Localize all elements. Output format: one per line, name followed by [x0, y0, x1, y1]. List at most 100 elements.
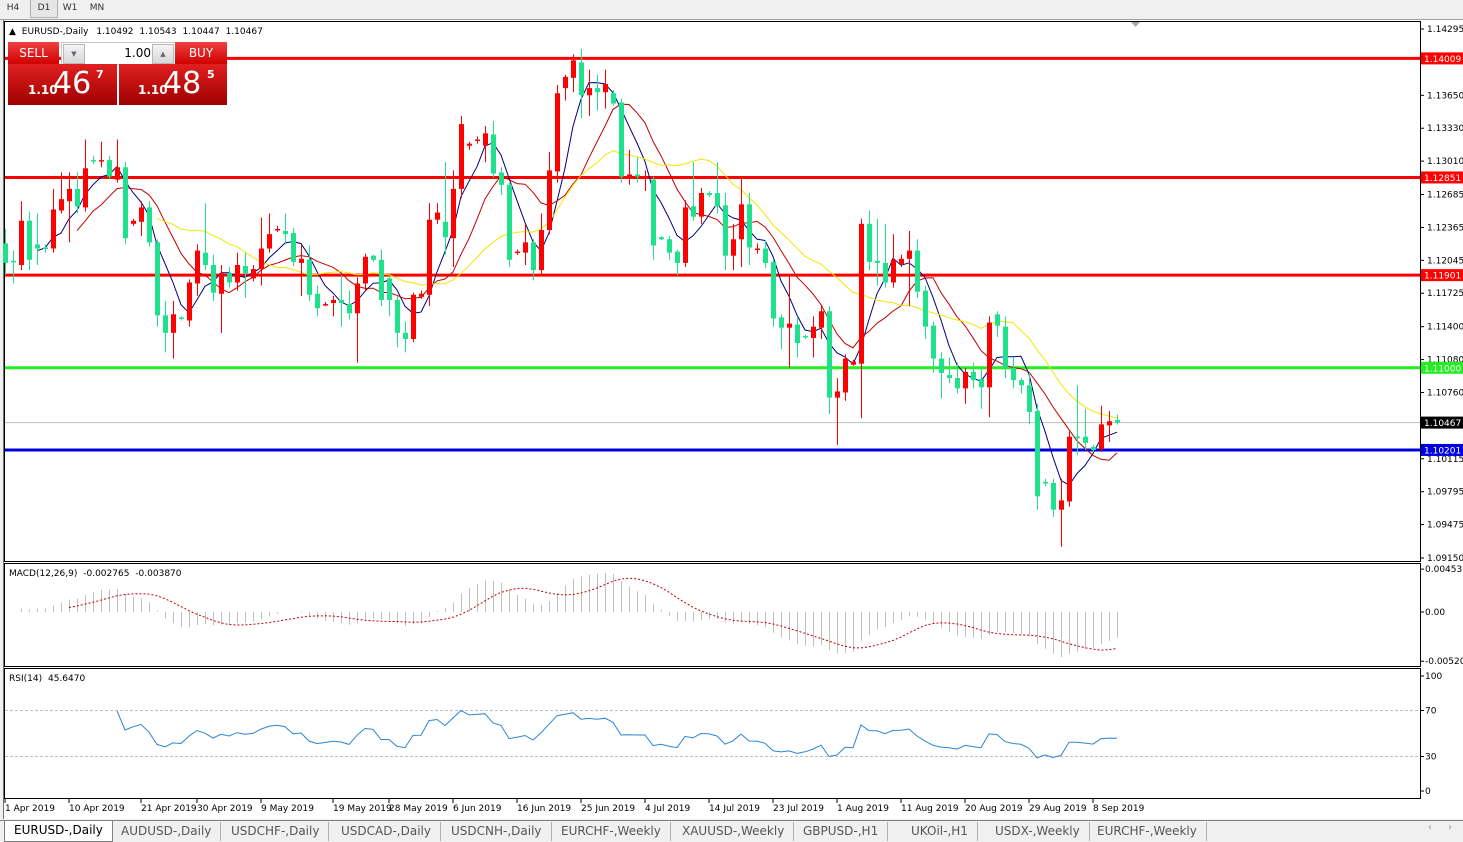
candle-body	[259, 249, 264, 270]
bear-candle	[883, 224, 888, 288]
bull-candle	[331, 296, 336, 317]
candles	[3, 49, 1120, 547]
chart-tab[interactable]: AUDUSD-,Daily	[112, 822, 221, 841]
candle-body	[795, 325, 800, 344]
level-price-label: 1.11901	[1424, 272, 1461, 282]
candle-body	[1011, 368, 1016, 380]
candle-body	[803, 336, 808, 338]
sell-price-box[interactable]: 1.10 46 7	[8, 64, 117, 105]
candle-body	[563, 77, 568, 88]
buy-button[interactable]: BUY	[175, 42, 227, 64]
candle-body	[611, 93, 616, 103]
bull-candle	[171, 301, 176, 359]
lot-size-field[interactable]: ▼ 1.00 ▲	[61, 42, 176, 65]
bull-candle	[323, 302, 328, 306]
candle-body	[115, 167, 120, 179]
chart-tab[interactable]: USDX-,Weekly	[986, 822, 1090, 841]
ohlc-high: 1.10543	[139, 27, 176, 37]
buy-price-box[interactable]: 1.10 48 5	[119, 64, 227, 105]
level-price-label: 1.10201	[1424, 446, 1461, 456]
chart-tab[interactable]: USDCAD-,Daily	[332, 822, 441, 841]
candle-body	[195, 251, 200, 284]
chart-symbol: EURUSD-,Daily	[22, 27, 89, 37]
candle-body	[827, 311, 832, 397]
bull-candle	[1099, 406, 1104, 452]
price-axis: 1.142951.136501.133301.130101.126851.123…	[1420, 25, 1463, 564]
date-tick-label: 25 Jun 2019	[581, 804, 635, 814]
candle-body	[539, 230, 544, 270]
buy-price-fraction: 5	[207, 68, 215, 81]
candle-body	[843, 359, 848, 393]
sell-button[interactable]: SELL	[8, 42, 59, 64]
pane-frames	[5, 22, 1421, 799]
bear-candle	[179, 316, 184, 320]
bear-candle	[651, 177, 656, 260]
buy-price-pips: 48	[163, 66, 201, 102]
chart-header: ▲ EURUSD-,Daily 1.10492 1.10543 1.10447 …	[9, 27, 263, 37]
price-tick-label: 1.12045	[1427, 256, 1463, 266]
bull-candle	[643, 170, 648, 191]
bear-candle	[923, 286, 928, 339]
macd-signal-value: -0.003870	[135, 569, 181, 579]
bear-candle	[403, 322, 408, 353]
bid-price-label: 1.10467	[1424, 419, 1461, 429]
bear-candle	[283, 214, 288, 245]
bull-candle	[907, 231, 912, 306]
level-price-label: 1.12851	[1424, 174, 1461, 184]
ma-fast-line	[37, 83, 1117, 486]
lot-size-value[interactable]: 1.00	[86, 43, 151, 64]
candle-body	[19, 221, 24, 265]
lot-decrease-icon[interactable]: ▼	[63, 44, 85, 64]
bear-candle	[291, 228, 296, 266]
bear-candle	[3, 229, 8, 275]
bull-candle	[459, 116, 464, 198]
rsi-tick-label: 0	[1425, 787, 1431, 797]
candle-body	[691, 206, 696, 216]
bull-candle	[539, 214, 544, 276]
chart-canvas[interactable]: 1.142951.136501.133301.130101.126851.123…	[0, 0, 1463, 820]
candle-body	[627, 174, 632, 178]
bull-candle	[851, 360, 856, 366]
candle-body	[571, 60, 576, 77]
bear-candle	[795, 316, 800, 357]
date-tick-label: 20 Aug 2019	[965, 804, 1023, 814]
chart-tab[interactable]: EURUSD-,Daily	[4, 821, 113, 842]
chart-tab[interactable]: GBPUSD-,H1	[794, 822, 888, 841]
bull-candle	[67, 172, 72, 242]
one-click-trading-panel: SELL ▼ 1.00 ▲ BUY 1.10 46 7 1.10 48 5	[8, 42, 228, 106]
bull-candle	[523, 224, 528, 265]
chart-tab[interactable]: EURCHF-,Weekly	[552, 822, 671, 841]
candle-body	[379, 260, 384, 300]
tabs-scroll-left-icon[interactable]: ‹	[1428, 822, 1432, 833]
candle-body	[595, 88, 600, 92]
bear-candle	[491, 121, 496, 178]
chart-shift-marker-icon[interactable]	[1131, 22, 1140, 27]
candle-body	[523, 242, 528, 252]
collapse-arrow-icon[interactable]: ▲	[9, 27, 16, 37]
chart-tab[interactable]: USDCNH-,Daily	[442, 822, 552, 841]
candle-body	[163, 315, 168, 332]
bull-candle	[787, 275, 792, 368]
chart-tab[interactable]: UKOil-,H1	[902, 822, 978, 841]
candle-body	[251, 269, 256, 278]
bear-candle	[779, 314, 784, 349]
candle-body	[419, 294, 424, 297]
price-tick-label: 1.12365	[1427, 223, 1463, 233]
chart-tab[interactable]: EURCHF-,Weekly	[1088, 822, 1207, 841]
bull-candle	[835, 378, 840, 445]
candle-body	[315, 294, 320, 308]
moving-averages	[37, 83, 1117, 486]
chart-tab[interactable]: USDCHF-,Daily	[222, 822, 329, 841]
candle-body	[635, 174, 640, 176]
lot-increase-icon[interactable]: ▲	[152, 44, 174, 64]
bear-candle	[707, 191, 712, 197]
candle-body	[1075, 437, 1080, 439]
price-tick-label: 1.09795	[1427, 488, 1463, 498]
tabs-scroll-right-icon[interactable]: ›	[1448, 822, 1452, 833]
candle-body	[299, 259, 304, 263]
candle-body	[179, 317, 184, 319]
chart-tab[interactable]: XAUUSD-,Weekly	[673, 822, 794, 841]
macd-tick-label: -0.005205	[1425, 657, 1463, 667]
candle-body	[667, 239, 672, 252]
bear-candle	[1083, 409, 1088, 450]
